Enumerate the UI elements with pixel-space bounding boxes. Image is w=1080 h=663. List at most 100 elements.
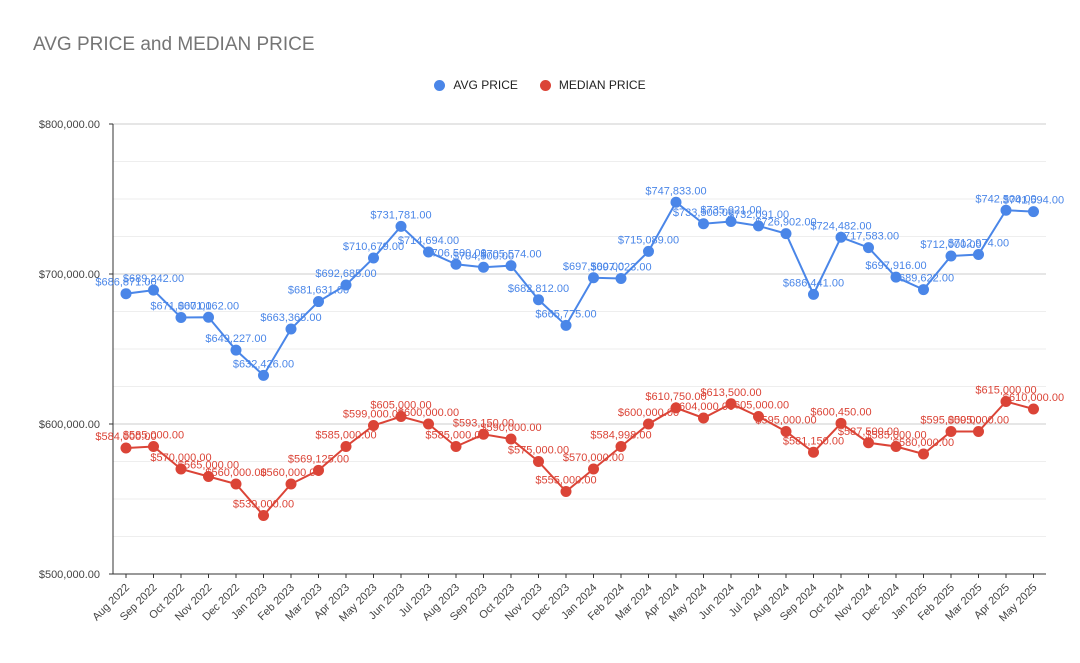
- data-label-avg: $715,089.00: [618, 234, 679, 246]
- data-point-avg[interactable]: [1000, 204, 1012, 216]
- data-point-median[interactable]: [423, 418, 434, 430]
- legend-marker-median: [539, 79, 551, 91]
- data-point-median[interactable]: [780, 426, 792, 437]
- data-label-median: $585,000.00: [123, 430, 184, 442]
- legend-item-avg[interactable]: AVG PRICE: [434, 78, 518, 92]
- data-point-median[interactable]: [285, 478, 297, 490]
- data-point-avg[interactable]: [780, 228, 792, 240]
- data-label-avg: $692,685.00: [315, 268, 376, 280]
- data-point-median[interactable]: [478, 428, 489, 440]
- data-point-avg[interactable]: [285, 323, 297, 335]
- data-label-median: $560,000.00: [205, 467, 266, 479]
- data-label-avg: $682,812.00: [508, 283, 569, 295]
- data-label-median: $615,000.00: [975, 385, 1036, 397]
- data-point-avg[interactable]: [120, 288, 132, 300]
- data-point-avg[interactable]: [643, 245, 654, 257]
- data-label-avg: $686,871.00: [95, 277, 156, 289]
- data-label-median: $585,000.00: [315, 430, 376, 442]
- data-label-median: $580,000.00: [893, 437, 954, 449]
- data-point-avg[interactable]: [918, 284, 929, 296]
- data-point-avg[interactable]: [1028, 206, 1039, 218]
- data-point-avg[interactable]: [423, 246, 434, 258]
- data-point-avg[interactable]: [560, 319, 572, 331]
- data-label-avg: $717,583.00: [838, 231, 899, 243]
- legend-item-median[interactable]: MEDIAN PRICE: [539, 78, 646, 92]
- data-point-median[interactable]: [450, 441, 462, 452]
- data-label-avg: $714,694.00: [398, 235, 459, 247]
- data-point-median[interactable]: [340, 441, 352, 452]
- data-label-median: $613,500.00: [700, 387, 761, 399]
- data-label-median: $590,000.00: [480, 422, 541, 434]
- data-point-avg[interactable]: [533, 294, 544, 306]
- data-point-median[interactable]: [505, 433, 517, 445]
- data-point-median[interactable]: [1028, 403, 1039, 415]
- series-line-median: [125, 400, 1034, 518]
- data-point-avg[interactable]: [698, 218, 709, 230]
- data-label-avg: $649,227.00: [205, 333, 266, 345]
- data-point-avg[interactable]: [450, 258, 462, 270]
- data-label-avg: $731,781.00: [370, 209, 431, 221]
- data-point-median[interactable]: [560, 486, 572, 497]
- data-point-avg[interactable]: [203, 311, 214, 323]
- data-point-median[interactable]: [230, 478, 242, 490]
- data-point-avg[interactable]: [890, 271, 902, 283]
- data-point-median[interactable]: [698, 412, 709, 424]
- data-point-avg[interactable]: [808, 288, 819, 300]
- data-point-avg[interactable]: [313, 296, 324, 308]
- data-label-avg: $747,833.00: [645, 185, 706, 197]
- data-point-avg[interactable]: [588, 272, 599, 284]
- legend-label-avg: AVG PRICE: [453, 78, 518, 92]
- data-point-median[interactable]: [670, 402, 682, 414]
- data-point-avg[interactable]: [945, 250, 957, 262]
- data-point-median[interactable]: [368, 420, 379, 431]
- data-label-avg: $632,426.00: [233, 358, 294, 370]
- data-point-median[interactable]: [395, 411, 407, 422]
- data-point-median[interactable]: [148, 441, 159, 452]
- data-point-median[interactable]: [588, 463, 599, 475]
- data-point-median[interactable]: [1000, 396, 1012, 407]
- data-point-median[interactable]: [973, 426, 984, 437]
- data-point-median[interactable]: [175, 463, 187, 475]
- data-point-avg[interactable]: [615, 272, 627, 284]
- data-point-avg[interactable]: [725, 215, 737, 227]
- data-point-median[interactable]: [945, 426, 957, 437]
- data-label-avg: $697,916.00: [865, 260, 926, 272]
- data-point-avg[interactable]: [175, 312, 187, 323]
- data-point-median[interactable]: [120, 442, 132, 454]
- data-point-avg[interactable]: [670, 196, 682, 208]
- data-point-avg[interactable]: [148, 284, 159, 296]
- data-point-median[interactable]: [918, 448, 929, 460]
- data-point-median[interactable]: [203, 471, 214, 482]
- data-label-median: $604,000.00: [673, 401, 734, 413]
- y-tick-label: $600,000.00: [39, 419, 100, 431]
- data-point-avg[interactable]: [258, 369, 269, 381]
- data-point-median[interactable]: [725, 398, 737, 410]
- data-point-median[interactable]: [615, 441, 627, 453]
- data-point-avg[interactable]: [230, 344, 242, 356]
- data-point-median[interactable]: [753, 411, 764, 422]
- data-point-avg[interactable]: [340, 279, 352, 291]
- data-point-avg[interactable]: [395, 220, 407, 232]
- data-point-avg[interactable]: [835, 231, 847, 243]
- data-label-median: $595,000.00: [948, 415, 1009, 427]
- data-point-avg[interactable]: [973, 249, 984, 261]
- data-label-median: $570,000.00: [150, 452, 211, 464]
- data-label-median: $581,150.00: [783, 435, 844, 447]
- data-label-median: $599,000.00: [343, 409, 404, 421]
- data-point-avg[interactable]: [478, 261, 489, 273]
- data-point-avg[interactable]: [505, 260, 517, 272]
- data-label-avg: $733,500.00: [673, 207, 734, 219]
- data-point-median[interactable]: [258, 510, 269, 521]
- data-point-median[interactable]: [863, 437, 874, 449]
- data-point-median[interactable]: [890, 441, 902, 452]
- data-point-median[interactable]: [643, 418, 654, 430]
- data-label-median: $600,000.00: [618, 407, 679, 419]
- data-point-avg[interactable]: [368, 252, 379, 264]
- data-point-median[interactable]: [313, 464, 324, 476]
- data-label-median: $569,125.00: [288, 453, 349, 465]
- data-point-median[interactable]: [808, 446, 819, 458]
- data-point-avg[interactable]: [753, 220, 764, 232]
- data-point-median[interactable]: [835, 417, 847, 429]
- data-point-median[interactable]: [533, 456, 544, 467]
- data-point-avg[interactable]: [863, 242, 874, 254]
